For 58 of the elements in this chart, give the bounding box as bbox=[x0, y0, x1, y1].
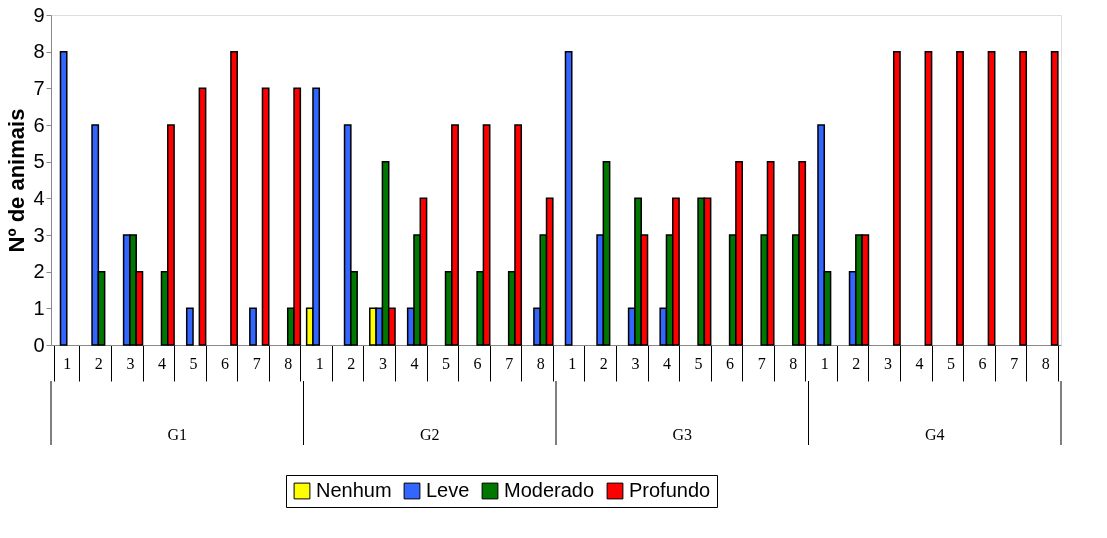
bar bbox=[564, 50, 573, 346]
x-tick-label: 3 bbox=[378, 354, 387, 372]
y-tick-label: 6 bbox=[33, 113, 45, 136]
text: G3 bbox=[672, 426, 693, 443]
x-tick-label: 6 bbox=[978, 354, 987, 372]
x-tick-label: 3 bbox=[126, 354, 135, 372]
y-tick-label: 3 bbox=[33, 223, 45, 246]
x-tick-label: 1 bbox=[568, 354, 577, 372]
bar bbox=[59, 50, 68, 346]
x-tick-label: 5 bbox=[947, 354, 956, 372]
y-tick-label: 0 bbox=[33, 333, 45, 356]
x-tick-label: 8 bbox=[284, 354, 293, 372]
x-tick-label: 5 bbox=[694, 354, 703, 372]
x-tick-label: 4 bbox=[410, 354, 419, 372]
y-tick-label: 7 bbox=[33, 76, 45, 99]
bar bbox=[987, 50, 996, 346]
x-tick-label: 5 bbox=[189, 354, 198, 372]
legend-label: Moderado bbox=[504, 479, 595, 501]
bar bbox=[924, 50, 933, 346]
x-tick-label: 8 bbox=[1041, 354, 1050, 372]
bar bbox=[249, 307, 257, 346]
y-tick-label: 4 bbox=[33, 186, 45, 209]
x-tick-label: 7 bbox=[1010, 354, 1019, 372]
y-tick-label: 5 bbox=[33, 150, 45, 173]
x-tick-label: 5 bbox=[442, 354, 451, 372]
x-tick-label: 4 bbox=[662, 354, 671, 372]
x-tick-label: 8 bbox=[789, 354, 798, 372]
x-tick-label: 8 bbox=[536, 354, 545, 372]
bar bbox=[185, 307, 194, 346]
x-tick-label: 2 bbox=[599, 354, 608, 372]
x-tick-label: 4 bbox=[157, 354, 166, 372]
legend-label: Leve bbox=[426, 479, 470, 501]
x-tick-label: 3 bbox=[883, 354, 892, 372]
x-tick-label: 7 bbox=[505, 354, 514, 372]
y-tick-label: 8 bbox=[33, 40, 45, 63]
y-tick-label: 2 bbox=[33, 260, 45, 283]
y-tick-label: 9 bbox=[33, 3, 45, 26]
x-tick-label: 6 bbox=[473, 354, 482, 372]
x-tick-label: 2 bbox=[852, 354, 861, 372]
x-tick-label: 7 bbox=[252, 354, 261, 372]
y-axis-title: Nº de animais bbox=[4, 108, 30, 253]
text: G2 bbox=[419, 426, 440, 443]
x-tick-label: 1 bbox=[315, 354, 324, 372]
x-tick-label: 2 bbox=[347, 354, 356, 372]
y-tick-label: 1 bbox=[33, 296, 45, 319]
x-tick-label: 1 bbox=[820, 354, 829, 372]
x-tick-label: 7 bbox=[757, 354, 766, 372]
x-tick-label: 6 bbox=[221, 354, 230, 372]
x-tick-label: 6 bbox=[726, 354, 735, 372]
legend-label: Profundo bbox=[629, 479, 711, 501]
x-tick-label: 4 bbox=[915, 354, 924, 372]
legend-label: Nenhum bbox=[316, 479, 392, 501]
x-tick-label: 2 bbox=[94, 354, 103, 372]
x-tick-label: 3 bbox=[631, 354, 640, 372]
text: G4 bbox=[924, 426, 945, 443]
x-tick-label: 1 bbox=[63, 354, 72, 372]
text: G1 bbox=[167, 426, 188, 443]
bar bbox=[198, 87, 207, 346]
